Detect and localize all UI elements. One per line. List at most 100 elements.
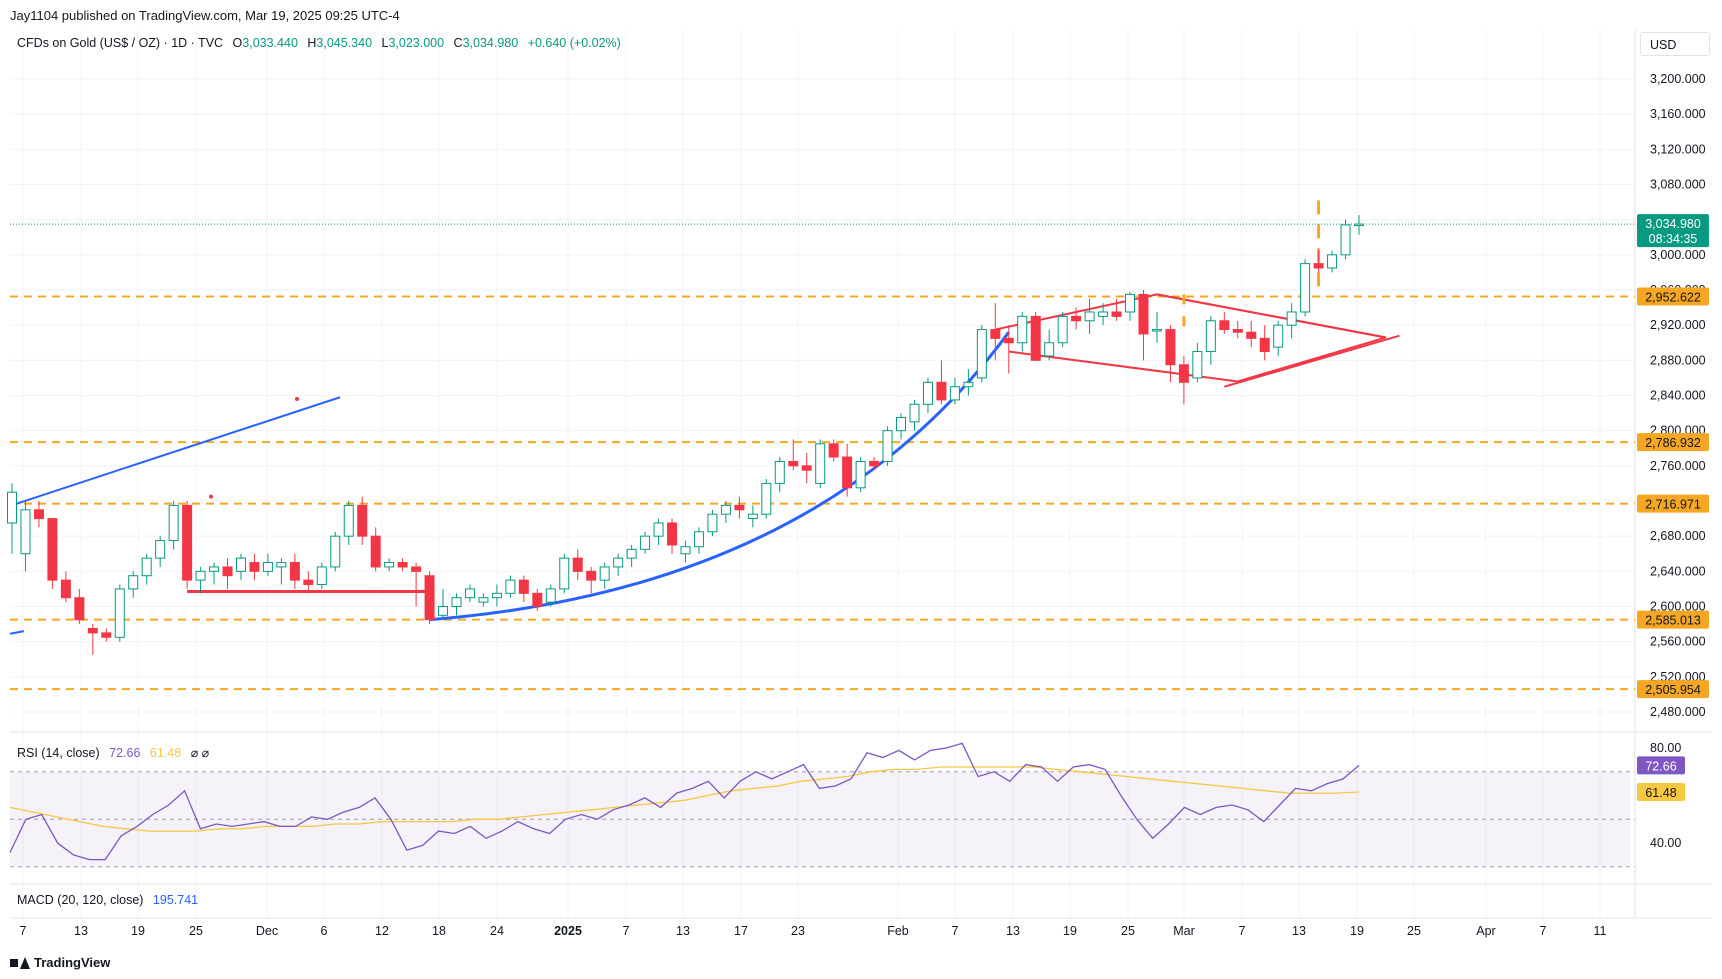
candle-body [141, 557, 152, 577]
candle-body [586, 570, 597, 581]
candle-body [1044, 342, 1055, 357]
candle-body [87, 627, 98, 634]
rsi-ma-axis-value: 61.48 [1645, 786, 1676, 800]
candle-body [922, 381, 933, 405]
low-value: 3,023.000 [388, 36, 445, 50]
time-tick: 2025 [554, 924, 582, 938]
candle-body [20, 509, 31, 555]
candle-body [720, 504, 731, 515]
candle-body [330, 535, 341, 568]
candle-body [747, 513, 758, 520]
level-label-bg [1637, 610, 1709, 629]
candle-body [667, 522, 678, 546]
price-tick: 2,640.000 [1650, 564, 1706, 578]
candle-body [1057, 315, 1068, 344]
price-tick: 2,760.000 [1650, 459, 1706, 473]
currency-selector[interactable]: USD [1640, 32, 1710, 56]
candle-body [626, 548, 637, 559]
level-label: 2,716.971 [1645, 498, 1701, 512]
candle-body [653, 522, 664, 537]
candle-body [936, 381, 947, 401]
candle-body [518, 579, 529, 594]
candle-body [1313, 263, 1324, 269]
time-tick: 11 [1594, 924, 1607, 938]
marker-dot [209, 494, 213, 499]
candle-body [815, 443, 826, 484]
diamond-pattern [1224, 334, 1400, 388]
candle-body [1273, 324, 1284, 348]
time-tick: 17 [734, 924, 748, 938]
horizontal-levels [10, 295, 1635, 691]
candlesticks [7, 214, 1364, 655]
time-tick: 6 [321, 924, 328, 938]
level-label-bg [1637, 494, 1709, 513]
close-value: 3,034.980 [462, 36, 519, 50]
candle-body [949, 386, 960, 401]
candle-body [707, 513, 718, 533]
price-tick: 2,920.000 [1650, 318, 1706, 332]
high-label: H [307, 36, 317, 50]
candle-body [532, 592, 543, 607]
candle-body [478, 597, 489, 603]
rsi-ma-bg [1637, 782, 1685, 801]
candle-body [101, 632, 112, 638]
parabolic-curve [429, 331, 1010, 622]
candle-body [168, 504, 179, 542]
candle-body [909, 403, 920, 423]
candle-body [1017, 315, 1028, 344]
candle-body [384, 562, 395, 568]
time-tick: Feb [887, 924, 909, 938]
countdown-label: 08:34:35 [1649, 232, 1698, 246]
candle-body [1098, 311, 1109, 317]
candle-body [572, 557, 583, 572]
close-label: C [453, 36, 463, 50]
price-tick: 2,480.000 [1650, 705, 1706, 719]
last-price-label: 3,034.980 [1645, 217, 1701, 231]
candle-body [1030, 315, 1041, 361]
candle-body [869, 460, 880, 467]
candle-body [155, 540, 166, 559]
candle-body [788, 460, 799, 467]
candle-body [1125, 293, 1136, 313]
level-label: 2,505.954 [1645, 683, 1701, 697]
candle-body [559, 557, 570, 590]
published-header: Jay1104 published on TradingView.com, Ma… [10, 8, 400, 23]
rsi-axis-value: 72.66 [1645, 759, 1676, 773]
rsi-tick: 80.00 [1650, 741, 1681, 755]
open-label: O [232, 36, 243, 50]
time-tick: Apr [1476, 924, 1495, 938]
candle-body [1151, 329, 1162, 332]
open-value: 3,033.440 [242, 36, 298, 50]
candle-body [774, 460, 785, 484]
candle-body [7, 491, 17, 524]
visibility-icon[interactable]: ⌀ ⌀ [190, 746, 210, 760]
candle-body [1138, 293, 1149, 335]
diamond-pattern [1156, 293, 1387, 339]
time-tick: 23 [791, 924, 805, 938]
candle-body [47, 518, 58, 581]
tradingview-logo-icon [10, 956, 30, 969]
candle-body [828, 443, 839, 458]
candle-body [316, 566, 327, 586]
candle-body [289, 562, 300, 581]
level-label: 2,952.622 [1645, 290, 1701, 304]
candle-body [693, 531, 704, 548]
candle-body [640, 535, 651, 550]
price-tick: 3,080.000 [1650, 178, 1706, 192]
price-tick: 3,000.000 [1650, 248, 1706, 262]
candle-body [357, 504, 368, 537]
candle-body [1205, 320, 1216, 353]
time-tick: 24 [490, 924, 504, 938]
grid-lines [10, 30, 1712, 919]
candle-body [276, 562, 287, 568]
candle-body [209, 566, 220, 572]
candle-body [491, 592, 502, 599]
candle-body [613, 557, 624, 568]
candle-body [195, 570, 206, 581]
last-price-bg [1637, 214, 1709, 248]
candle-body [1084, 311, 1095, 322]
candle-body [303, 579, 314, 586]
rsi-value: 72.66 [109, 746, 141, 760]
time-tick: 13 [1292, 924, 1306, 938]
